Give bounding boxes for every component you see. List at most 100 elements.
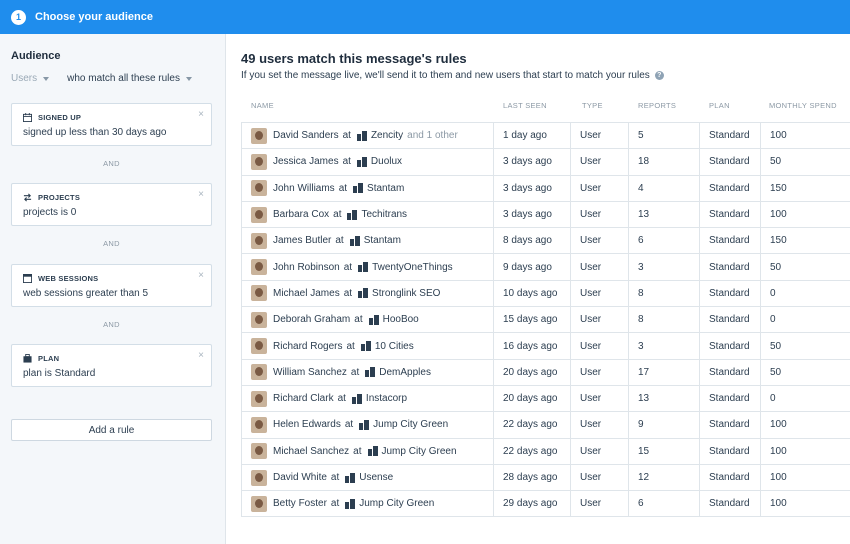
avatar[interactable]: [251, 153, 267, 170]
monthly-spend-cell: 100: [760, 201, 787, 228]
avatar[interactable]: [251, 206, 267, 223]
user-name[interactable]: David Sanders: [273, 130, 339, 142]
close-icon[interactable]: ×: [198, 350, 204, 361]
add-rule-button[interactable]: Add a rule: [11, 419, 212, 441]
table-row[interactable]: David White at Usense 28 days ago User 12 Stan…: [241, 464, 850, 492]
table-row[interactable]: Betty Foster at Jump City Green 29 days ago…: [241, 491, 850, 518]
company-link[interactable]: Stronglink SEO: [372, 287, 441, 299]
avatar[interactable]: [251, 495, 267, 512]
table-row[interactable]: Michael Sanchez at Jump City Green 22 days …: [241, 438, 850, 465]
user-name[interactable]: Richard Clark: [273, 393, 334, 405]
monthly-spend-cell: 150: [760, 228, 787, 254]
reports-cell: 5: [628, 123, 644, 149]
table-row[interactable]: William Sanchez at DemApples 20 days ago Use…: [241, 359, 850, 386]
plan-cell: Standard: [699, 438, 750, 464]
chevron-down-icon[interactable]: [43, 76, 50, 81]
company-icon: [349, 235, 360, 246]
user-name[interactable]: Michael Sanchez: [273, 445, 350, 457]
table-row[interactable]: Deborah Graham at HooBoo 15 days ago User 8 St…: [241, 307, 850, 334]
avatar[interactable]: [251, 180, 267, 197]
avatar[interactable]: [251, 469, 267, 486]
avatar[interactable]: [251, 311, 267, 328]
rule-card-web-sessions[interactable]: WEB SESSIONS web sessions greater than 5…: [11, 264, 212, 307]
avatar[interactable]: [251, 232, 267, 249]
company-link[interactable]: Jump City Green: [373, 419, 449, 431]
at-label: at: [330, 498, 340, 510]
rule-card-signed-up[interactable]: SIGNED UP signed up less than 30 days ag…: [11, 103, 212, 146]
rule-text: projects is 0: [23, 207, 77, 218]
avatar[interactable]: [251, 259, 267, 276]
help-icon[interactable]: ?: [654, 71, 664, 80]
at-label: at: [337, 393, 346, 405]
company-link[interactable]: Stantam: [363, 235, 401, 247]
user-name[interactable]: Betty Foster: [273, 498, 327, 510]
rule-text: web sessions greater than 5: [23, 288, 149, 299]
avatar[interactable]: [251, 338, 267, 355]
monthly-spend-cell: 100: [760, 438, 787, 464]
user-name[interactable]: John Williams: [273, 182, 335, 194]
match-mode-dropdown[interactable]: who match all these rules: [67, 73, 180, 84]
table-row[interactable]: John Williams at Stantam 3 days ago User 4 Sta…: [241, 175, 850, 202]
other-companies-link[interactable]: and 1 other: [407, 130, 458, 142]
avatar[interactable]: [251, 443, 267, 460]
column-header-monthly-spend[interactable]: MONTHLY SPEND: [769, 101, 837, 110]
close-icon[interactable]: ×: [198, 270, 204, 281]
user-name[interactable]: Richard Rogers: [273, 340, 343, 352]
user-name[interactable]: James Butler: [273, 235, 332, 247]
plan-cell: Standard: [699, 333, 750, 359]
user-type-dropdown[interactable]: Users: [11, 73, 38, 84]
chevron-down-icon[interactable]: [185, 76, 192, 81]
close-icon[interactable]: ×: [198, 189, 204, 200]
user-name[interactable]: Deborah Graham: [273, 314, 351, 326]
table-row[interactable]: Richard Rogers at 10 Cities 16 days ago User…: [241, 333, 850, 360]
column-header-last-seen[interactable]: LAST SEEN: [503, 101, 547, 110]
table-row[interactable]: Jessica James at Duolux 3 days ago User 18 Sta…: [241, 149, 850, 176]
user-name[interactable]: Helen Edwards: [273, 419, 341, 431]
company-link[interactable]: Duolux: [370, 156, 403, 168]
last-seen-cell: 22 days ago: [493, 438, 558, 464]
last-seen-cell: 9 days ago: [493, 254, 552, 280]
table-row[interactable]: Richard Clark at Instacorp 20 days ago User 1…: [241, 385, 850, 413]
swap-icon: [23, 193, 32, 202]
table-row[interactable]: Barbara Cox at Techitrans 3 days ago User 13 S…: [241, 201, 850, 229]
user-name[interactable]: Michael James: [273, 287, 340, 299]
company-link[interactable]: Stantam: [367, 182, 405, 194]
type-cell: User: [570, 228, 601, 254]
company-link[interactable]: Techitrans: [361, 209, 408, 221]
user-name[interactable]: Jessica James: [273, 156, 339, 168]
company-link[interactable]: Instacorp: [365, 393, 408, 405]
type-cell: User: [570, 280, 601, 307]
company-link[interactable]: TwentyOneThings: [372, 261, 453, 273]
company-icon: [367, 446, 378, 457]
close-icon[interactable]: ×: [198, 109, 204, 120]
company-icon: [358, 262, 369, 273]
company-icon: [356, 156, 367, 167]
avatar[interactable]: [251, 364, 267, 381]
company-link[interactable]: Jump City Green: [359, 498, 435, 510]
rule-card-plan[interactable]: PLAN plan is Standard ×: [11, 344, 212, 387]
avatar[interactable]: [251, 285, 267, 302]
company-link[interactable]: 10 Cities: [374, 340, 414, 352]
table-row[interactable]: David Sanders at Zencity and 1 other 1 day a…: [241, 123, 850, 150]
column-header-plan[interactable]: PLAN: [709, 101, 730, 110]
user-name[interactable]: Barbara Cox: [273, 209, 330, 221]
table-row[interactable]: James Butler at Stantam 8 days ago User 6 Stan…: [241, 228, 850, 255]
avatar[interactable]: [251, 390, 267, 407]
company-link[interactable]: Jump City Green: [381, 445, 457, 457]
rule-card-projects[interactable]: PROJECTS projects is 0 ×: [11, 183, 212, 226]
column-header-reports[interactable]: REPORTS: [638, 101, 677, 110]
table-row[interactable]: Helen Edwards at Jump City Green 22 days ag…: [241, 412, 850, 439]
table-row[interactable]: John Robinson at TwentyOneThings 9 days ago…: [241, 254, 850, 281]
avatar[interactable]: [251, 127, 267, 144]
column-header-name[interactable]: NAME: [251, 101, 274, 110]
avatar[interactable]: [251, 416, 267, 433]
user-name[interactable]: John Robinson: [273, 261, 340, 273]
user-name[interactable]: David White: [273, 472, 327, 483]
company-link[interactable]: Zencity: [370, 130, 404, 142]
user-name[interactable]: William Sanchez: [273, 366, 347, 378]
column-header-type[interactable]: TYPE: [582, 101, 603, 110]
table-row[interactable]: Michael James at Stronglink SEO 10 days ago…: [241, 280, 850, 308]
company-link[interactable]: DemApples: [379, 366, 431, 378]
company-link[interactable]: HooBoo: [382, 314, 419, 326]
company-link[interactable]: Usense: [359, 472, 394, 483]
